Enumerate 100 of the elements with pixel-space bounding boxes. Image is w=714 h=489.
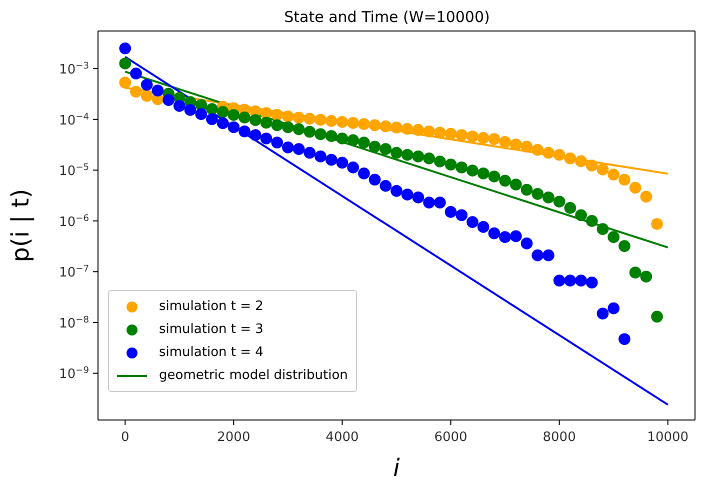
point [412, 124, 424, 136]
point [477, 168, 490, 180]
point [358, 136, 370, 148]
point [401, 148, 414, 161]
point [336, 156, 348, 169]
point [173, 100, 186, 112]
point [456, 129, 468, 142]
point [596, 308, 609, 320]
point [596, 164, 609, 176]
point [314, 128, 326, 140]
point [184, 104, 196, 116]
point [488, 170, 500, 182]
point [586, 215, 598, 227]
point [380, 180, 392, 192]
point [347, 134, 359, 146]
point [434, 156, 446, 168]
point [140, 90, 153, 102]
point [618, 240, 630, 252]
point [325, 154, 338, 166]
point [510, 178, 522, 190]
point [423, 152, 435, 164]
point [542, 146, 554, 159]
point [358, 118, 370, 130]
point [640, 270, 652, 283]
point [271, 136, 284, 148]
point [216, 117, 229, 130]
point [162, 94, 174, 106]
point [314, 114, 326, 126]
point [314, 150, 326, 162]
legend-label: geometric model distribution [159, 368, 348, 383]
point [249, 114, 262, 126]
point [629, 266, 642, 278]
point [401, 122, 414, 135]
point [325, 115, 338, 127]
point [380, 143, 392, 155]
point [499, 231, 511, 244]
point [282, 121, 294, 134]
point [368, 174, 381, 186]
x-tick-label: 2000 [217, 430, 250, 445]
point [575, 155, 587, 168]
point [510, 230, 522, 242]
legend-label: simulation t = 3 [159, 322, 264, 337]
point [412, 192, 424, 204]
point [434, 196, 446, 208]
point [444, 158, 457, 170]
point [456, 209, 468, 222]
point [130, 86, 142, 98]
y-tick-label: 10$^{−7}$ [59, 264, 90, 281]
x-axis-title: i [393, 454, 400, 482]
point [575, 274, 587, 286]
point [228, 109, 240, 121]
point [477, 221, 490, 233]
legend-label: simulation t = 4 [159, 345, 264, 360]
x-tick-label: 4000 [326, 430, 359, 445]
point [368, 119, 381, 132]
point [271, 119, 284, 132]
y-tick-label: 10$^{−3}$ [59, 62, 90, 78]
point [466, 216, 478, 228]
y-tick-label: 10$^{−4}$ [59, 112, 90, 128]
point [434, 126, 446, 138]
point [532, 188, 544, 200]
point [499, 174, 511, 187]
point [423, 196, 435, 208]
point [466, 130, 478, 142]
point [282, 110, 294, 122]
point [618, 174, 630, 186]
point [608, 302, 620, 314]
point [456, 162, 468, 174]
point [347, 162, 359, 174]
point [520, 238, 533, 250]
point [466, 164, 478, 176]
point [292, 123, 305, 136]
point [499, 136, 511, 148]
chart-title: State and Time (W=10000) [283, 8, 491, 28]
y-tick-label: 10$^{−8}$ [59, 315, 90, 332]
point [564, 152, 576, 164]
x-tick-label: 0 [120, 430, 130, 445]
point [216, 106, 229, 118]
x-tick-label: 8000 [542, 430, 576, 445]
point [336, 116, 348, 128]
point [119, 58, 132, 70]
point [206, 113, 218, 126]
point [260, 132, 272, 144]
point [596, 223, 609, 236]
point [390, 146, 402, 159]
point [119, 42, 132, 54]
point [618, 333, 630, 346]
point [195, 108, 208, 120]
point [325, 130, 338, 142]
point [358, 168, 370, 180]
point [608, 168, 620, 180]
point [575, 209, 587, 222]
point [304, 146, 316, 159]
point [640, 190, 652, 203]
point [336, 132, 348, 144]
legend-label: simulation t = 2 [159, 299, 264, 314]
point [368, 140, 381, 153]
point [553, 148, 566, 161]
x-tick-label: 10000 [647, 430, 689, 445]
point [401, 188, 414, 200]
